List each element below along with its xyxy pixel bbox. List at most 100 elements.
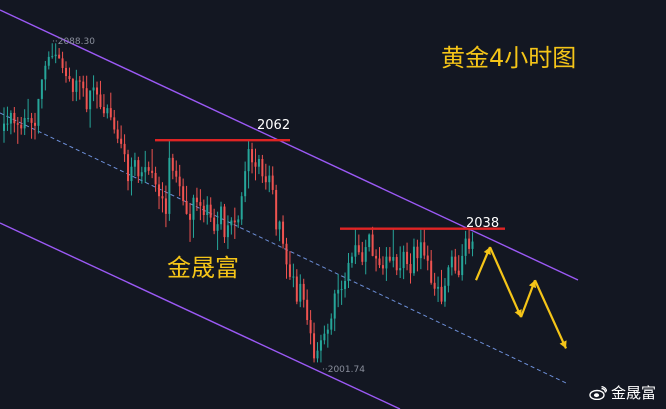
candle-body	[378, 258, 381, 266]
watermark-text: 金晟富	[610, 384, 656, 402]
candle-body	[116, 129, 119, 139]
candle-body	[123, 143, 126, 155]
candle-body	[20, 124, 23, 129]
candle-body	[392, 257, 395, 261]
candle-body	[347, 262, 350, 281]
candle-body	[251, 149, 254, 163]
candle-body	[154, 172, 157, 185]
candle-body	[151, 170, 154, 173]
candle-body	[113, 117, 116, 130]
candle-body	[106, 108, 109, 114]
channel-group	[0, 9, 579, 409]
high-price-label: ··2088.30	[52, 37, 95, 47]
candle-body	[34, 122, 37, 126]
candle-body	[447, 267, 450, 286]
candle-body	[9, 112, 12, 124]
candle-body	[161, 196, 164, 199]
candle-body	[285, 243, 288, 265]
candle-body	[120, 138, 123, 144]
candle-body	[375, 255, 378, 259]
channel-lower-line	[0, 222, 401, 409]
candle-body	[454, 256, 457, 271]
candle-body	[40, 79, 43, 99]
candle-body	[288, 264, 291, 277]
candle-body	[137, 160, 140, 177]
forecast-up-1-head	[483, 247, 491, 256]
candle-body	[133, 160, 136, 167]
candle-body	[244, 171, 247, 197]
candle-body	[443, 285, 446, 302]
resistance-group	[155, 138, 505, 230]
candle-body	[257, 158, 260, 167]
candle-body	[230, 220, 233, 226]
forecast-group	[474, 246, 568, 349]
candle-body	[96, 87, 99, 95]
candle-body	[65, 67, 68, 77]
candle-body	[316, 350, 319, 359]
channel-upper-line	[0, 9, 579, 281]
candle-body	[299, 283, 302, 302]
candle-body	[388, 256, 391, 261]
candle-body	[175, 170, 178, 177]
candle-body	[171, 157, 174, 171]
candle-body	[254, 162, 257, 167]
candle-body	[457, 270, 460, 276]
candle-body	[61, 58, 64, 68]
candle-body	[381, 265, 384, 269]
candle-body	[344, 280, 347, 290]
candle-body	[261, 158, 264, 177]
candle-body	[109, 108, 112, 118]
candle-body	[147, 167, 150, 171]
candle-body	[282, 221, 285, 244]
candle-body	[468, 238, 471, 249]
candle-body	[326, 329, 329, 334]
candle-body	[51, 56, 54, 58]
candle-body	[423, 242, 426, 256]
candle-body	[268, 175, 271, 183]
candle-body	[16, 123, 19, 125]
candle-body	[209, 204, 212, 218]
candle-body	[240, 196, 243, 220]
candle-body	[195, 197, 198, 203]
candle-body	[430, 260, 433, 283]
candle-body	[295, 276, 298, 302]
candle-body	[406, 251, 409, 265]
forecast-down-2-head	[559, 340, 567, 349]
candle-body	[23, 118, 26, 129]
candle-body	[37, 98, 40, 126]
chart-title: 黄金4小时图	[441, 44, 577, 72]
candle-body	[233, 220, 236, 223]
candle-body	[158, 184, 161, 197]
candle-body	[199, 202, 202, 206]
candle-body	[213, 217, 216, 231]
candle-body	[340, 289, 343, 291]
forecast-down-1	[488, 246, 523, 318]
candle-body	[75, 80, 78, 92]
candle-body	[85, 88, 88, 110]
candle-body	[216, 224, 219, 231]
candle-body	[302, 283, 305, 300]
candle-body	[78, 80, 81, 82]
candle-body	[130, 166, 133, 182]
candle-body	[440, 286, 443, 302]
resistance-1-label: 2062	[257, 118, 290, 133]
candles-group	[3, 43, 474, 363]
candle-body	[323, 333, 326, 341]
candle-body	[3, 123, 5, 131]
candle-body	[223, 206, 226, 238]
candle-body	[6, 123, 9, 125]
candle-body	[461, 255, 464, 276]
forecast-down-1-head	[514, 309, 522, 318]
candle-body	[313, 333, 316, 359]
candle-body	[409, 264, 412, 274]
candle-body	[264, 176, 267, 183]
candle-body	[192, 197, 195, 220]
candle-body	[402, 251, 405, 269]
candle-body	[333, 293, 336, 319]
candle-body	[164, 198, 167, 214]
candle-body	[89, 90, 92, 110]
forecast-down-2	[533, 279, 568, 349]
candle-body	[437, 286, 440, 289]
